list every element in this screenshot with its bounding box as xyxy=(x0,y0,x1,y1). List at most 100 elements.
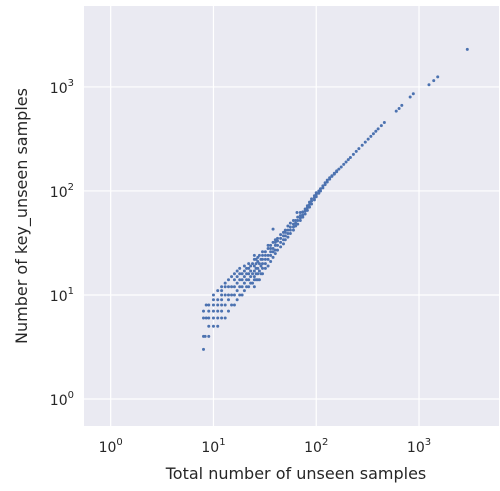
data-point-200 xyxy=(317,191,321,195)
x-tick-label-0: 100 xyxy=(99,437,123,456)
data-point-156 xyxy=(286,235,290,239)
data-point-49 xyxy=(232,272,236,276)
data-point-225 xyxy=(354,149,358,153)
data-point-211 xyxy=(328,176,332,180)
data-point-64 xyxy=(242,289,246,293)
data-point-25 xyxy=(220,309,224,313)
data-point-171 xyxy=(295,211,299,215)
data-point-139 xyxy=(273,238,277,242)
data-point-12 xyxy=(211,324,215,328)
data-point-59 xyxy=(238,266,242,270)
data-point-36 xyxy=(226,309,230,313)
data-point-122 xyxy=(266,253,270,257)
data-point-193 xyxy=(310,197,314,201)
data-point-61 xyxy=(240,285,244,289)
data-point-27 xyxy=(220,298,224,302)
data-point-2 xyxy=(202,316,205,320)
data-point-13 xyxy=(211,316,215,320)
data-point-177 xyxy=(298,214,302,218)
data-point-138 xyxy=(273,240,277,244)
data-point-174 xyxy=(296,215,300,219)
data-point-182 xyxy=(303,212,307,216)
data-point-134 xyxy=(271,227,275,231)
data-point-22 xyxy=(216,298,220,302)
data-point-71 xyxy=(245,272,249,276)
data-point-41 xyxy=(230,303,234,307)
data-point-127 xyxy=(269,250,273,254)
data-point-164 xyxy=(291,228,295,232)
data-point-91 xyxy=(252,253,256,257)
data-point-81 xyxy=(249,264,253,268)
data-point-144 xyxy=(279,245,283,249)
data-point-168 xyxy=(294,224,298,228)
data-point-42 xyxy=(230,293,234,297)
data-point-203 xyxy=(319,187,322,191)
data-point-113 xyxy=(261,253,264,257)
data-point-147 xyxy=(279,233,283,237)
data-point-128 xyxy=(269,246,273,250)
data-point-85 xyxy=(252,285,256,289)
data-point-45 xyxy=(232,303,236,307)
data-points xyxy=(202,47,469,351)
data-point-20 xyxy=(216,309,220,313)
data-point-4 xyxy=(203,334,207,338)
data-point-242 xyxy=(432,79,436,83)
data-point-121 xyxy=(266,257,270,261)
y-tick-label-1: 101 xyxy=(50,286,74,305)
data-point-19 xyxy=(216,316,220,320)
data-point-39 xyxy=(226,285,230,289)
data-point-228 xyxy=(363,140,367,144)
data-point-194 xyxy=(312,198,316,202)
data-point-35 xyxy=(223,281,227,285)
data-point-63 xyxy=(240,272,244,276)
data-point-10 xyxy=(207,309,211,313)
data-point-99 xyxy=(256,266,260,270)
data-point-215 xyxy=(332,171,336,175)
data-point-123 xyxy=(266,246,270,250)
data-point-204 xyxy=(321,186,325,190)
data-point-80 xyxy=(249,269,253,273)
data-point-180 xyxy=(301,213,305,217)
data-point-37 xyxy=(226,298,230,302)
data-point-232 xyxy=(374,129,378,133)
data-point-176 xyxy=(298,216,302,220)
data-point-11 xyxy=(207,303,211,307)
data-point-52 xyxy=(235,281,239,285)
data-point-199 xyxy=(314,191,318,195)
data-point-72 xyxy=(245,266,249,270)
data-point-55 xyxy=(238,293,242,297)
data-point-70 xyxy=(245,278,249,282)
data-point-56 xyxy=(238,285,242,289)
data-point-38 xyxy=(226,293,230,297)
data-point-142 xyxy=(276,239,280,243)
data-point-133 xyxy=(271,240,275,244)
grid-lines xyxy=(84,6,499,426)
data-point-160 xyxy=(288,231,292,235)
data-point-62 xyxy=(240,278,244,282)
data-point-88 xyxy=(252,269,256,273)
data-point-65 xyxy=(242,281,246,285)
data-point-105 xyxy=(257,253,261,257)
data-point-18 xyxy=(216,324,220,328)
data-point-24 xyxy=(220,316,224,320)
data-point-31 xyxy=(223,316,227,320)
data-point-224 xyxy=(351,152,355,156)
data-point-51 xyxy=(235,289,239,293)
data-point-34 xyxy=(223,285,227,289)
data-point-16 xyxy=(211,298,215,302)
data-point-155 xyxy=(283,228,287,232)
data-point-148 xyxy=(281,242,285,246)
y-tick-label-0: 100 xyxy=(50,390,74,409)
data-point-192 xyxy=(310,199,314,203)
data-point-234 xyxy=(379,124,383,128)
data-point-140 xyxy=(276,248,280,252)
data-point-118 xyxy=(263,253,267,257)
data-point-241 xyxy=(427,83,431,87)
data-point-77 xyxy=(247,262,251,266)
data-point-184 xyxy=(303,207,307,211)
data-point-7 xyxy=(207,334,211,338)
data-point-67 xyxy=(242,269,246,273)
plot-background xyxy=(84,6,499,426)
data-point-69 xyxy=(245,285,249,289)
data-point-163 xyxy=(288,221,292,225)
